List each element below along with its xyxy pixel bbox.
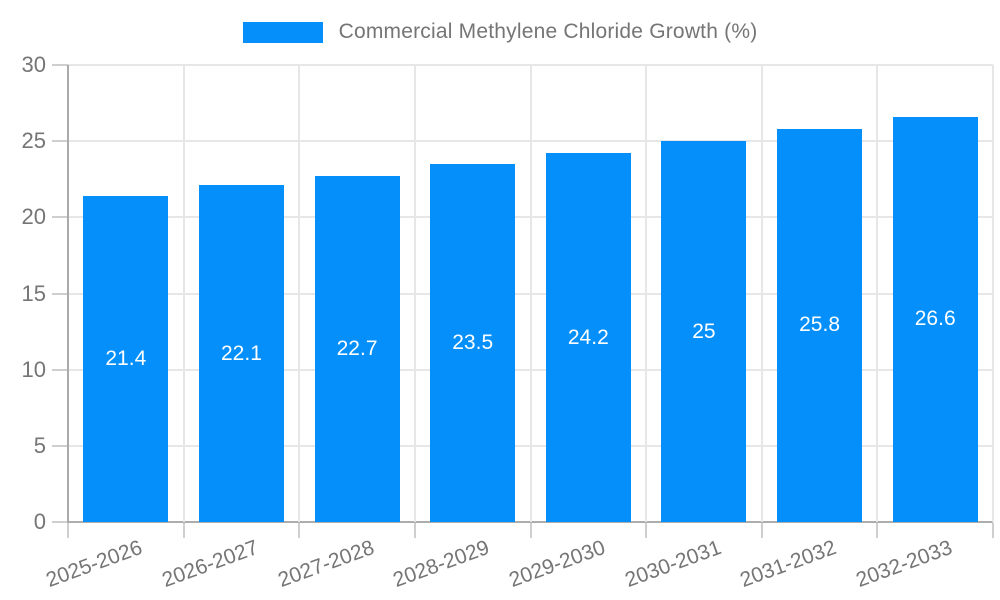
x-axis-tick bbox=[67, 523, 69, 538]
legend-label: Commercial Methylene Chloride Growth (%) bbox=[338, 20, 758, 43]
y-axis-label: 30 bbox=[21, 52, 46, 77]
x-axis-tick bbox=[298, 523, 301, 538]
bar-value-label: 26.6 bbox=[914, 307, 956, 331]
bar bbox=[314, 176, 400, 522]
chart-legend[interactable]: Commercial Methylene Chloride Growth (%) bbox=[0, 14, 1000, 50]
y-axis-tick bbox=[52, 64, 68, 66]
gridline-vertical bbox=[182, 65, 185, 522]
x-axis-tick bbox=[992, 523, 994, 538]
y-axis-tick bbox=[52, 140, 68, 143]
y-axis-label: 10 bbox=[21, 356, 46, 382]
bar-value-label: 24.2 bbox=[567, 325, 609, 349]
y-axis-tick bbox=[52, 368, 68, 371]
gridline-vertical bbox=[529, 65, 532, 522]
gridline-vertical bbox=[298, 65, 301, 522]
x-axis-tick bbox=[182, 523, 185, 538]
gridline-vertical bbox=[413, 65, 416, 522]
gridline-horizontal bbox=[68, 521, 993, 523]
bar bbox=[777, 128, 863, 522]
x-axis-tick bbox=[529, 523, 532, 538]
bar-value-label: 23.5 bbox=[452, 331, 494, 354]
bar bbox=[545, 153, 631, 522]
x-axis-label: 2031-2032 bbox=[737, 536, 840, 592]
x-axis-tick bbox=[413, 523, 416, 538]
gridline-vertical bbox=[760, 65, 763, 522]
y-axis-label: 0 bbox=[33, 509, 46, 534]
x-axis-label: 2032-2033 bbox=[852, 536, 956, 592]
bar bbox=[198, 185, 284, 522]
y-axis-line bbox=[67, 65, 69, 534]
gridline-vertical bbox=[876, 65, 879, 522]
y-axis-tick bbox=[52, 292, 68, 295]
legend-marker-icon bbox=[242, 21, 323, 43]
x-axis-label: 2026-2027 bbox=[159, 536, 262, 592]
y-axis-label: 20 bbox=[21, 204, 46, 230]
bar-value-label: 22.1 bbox=[221, 341, 262, 365]
bar bbox=[83, 196, 169, 522]
y-axis-label: 15 bbox=[21, 280, 46, 306]
bar bbox=[892, 116, 978, 522]
x-axis-label: 2029-2030 bbox=[505, 536, 609, 592]
gridline-vertical bbox=[645, 65, 648, 522]
y-axis-tick bbox=[52, 444, 68, 447]
x-axis-tick bbox=[760, 523, 763, 538]
bar bbox=[430, 164, 516, 522]
bar bbox=[661, 141, 747, 522]
y-axis-label: 5 bbox=[33, 432, 46, 458]
y-axis-tick bbox=[52, 521, 68, 523]
x-axis-tick bbox=[876, 523, 879, 538]
x-axis-tick bbox=[645, 523, 648, 538]
x-axis-label: 2028-2029 bbox=[390, 536, 493, 592]
bar-value-label: 25 bbox=[692, 319, 716, 343]
y-axis-tick bbox=[52, 216, 68, 219]
x-axis-label: 2025-2026 bbox=[43, 536, 146, 592]
x-axis-label: 2027-2028 bbox=[274, 536, 377, 592]
y-axis-label: 25 bbox=[21, 128, 46, 154]
bar-value-label: 25.8 bbox=[799, 313, 840, 337]
bar-value-label: 22.7 bbox=[336, 337, 378, 361]
bar-value-label: 21.4 bbox=[105, 347, 147, 370]
gridline-vertical bbox=[992, 65, 994, 522]
x-axis-label: 2030-2031 bbox=[621, 536, 724, 592]
